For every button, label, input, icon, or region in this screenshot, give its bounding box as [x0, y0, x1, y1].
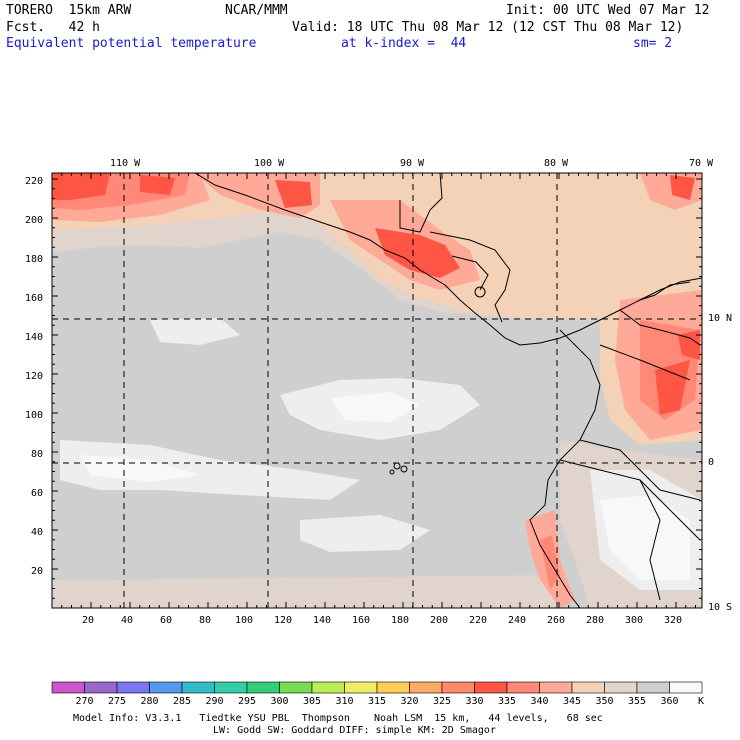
y-label: 100 — [25, 410, 44, 421]
colorbar-swatch — [571, 681, 605, 694]
colorbar-label: 315 — [368, 696, 387, 707]
colorbar-label: 280 — [140, 696, 159, 707]
colorbar-label: 300 — [270, 696, 289, 707]
colorbar — [51, 681, 703, 694]
coastlines — [194, 173, 702, 608]
colorbar-label: 305 — [303, 696, 322, 707]
x-label: 60 — [160, 615, 173, 626]
colorbar-label: 345 — [563, 696, 582, 707]
x-label: 40 — [121, 615, 134, 626]
x-label: 160 — [352, 615, 371, 626]
colorbar-swatch — [344, 681, 378, 694]
colorbar-label: 360 — [660, 696, 679, 707]
lon-label-70w: 70 W — [689, 158, 714, 169]
y-label: 160 — [25, 293, 44, 304]
colorbar-label: 275 — [108, 696, 127, 707]
colorbar-swatch — [116, 681, 150, 694]
colorbar-label: 310 — [335, 696, 354, 707]
map-frame — [51, 172, 703, 609]
colorbar-label: 290 — [205, 696, 224, 707]
colorbar-swatch — [214, 681, 248, 694]
lat-label-10n: 10 N — [708, 313, 733, 324]
colorbar-swatch — [539, 681, 573, 694]
colorbar-label: 285 — [173, 696, 192, 707]
y-label: 180 — [25, 254, 44, 265]
lon-label-90w: 90 W — [400, 158, 425, 169]
y-label: 20 — [31, 566, 44, 577]
x-label: 20 — [82, 615, 95, 626]
x-label: 320 — [664, 615, 683, 626]
colorbar-swatch — [84, 681, 118, 694]
colorbar-swatch — [376, 681, 410, 694]
model-info-line2: LW: Godd SW: Goddard DIFF: simple KM: 2D… — [213, 725, 496, 736]
y-label: 60 — [31, 488, 44, 499]
x-label: 300 — [625, 615, 644, 626]
colorbar-label: 355 — [628, 696, 647, 707]
x-label: 100 — [235, 615, 254, 626]
x-label: 140 — [313, 615, 332, 626]
colorbar-label: 320 — [400, 696, 419, 707]
x-label: 200 — [430, 615, 449, 626]
forecast-hour: Fcst. 42 h — [6, 20, 100, 35]
model-info-line1: Model Info: V3.3.1 Tiedtke YSU PBL Thomp… — [73, 713, 603, 724]
y-label: 120 — [25, 371, 44, 382]
lon-label-80w: 80 W — [544, 158, 569, 169]
lon-label-110w: 110 W — [110, 158, 141, 169]
lat-label-0: 0 — [708, 457, 715, 468]
lon-label-100w: 100 W — [254, 158, 285, 169]
org-label: NCAR/MMM — [225, 3, 288, 18]
colorbar-swatch — [636, 681, 670, 694]
colorbar-swatch — [279, 681, 313, 694]
colorbar-label: 335 — [498, 696, 517, 707]
x-label: 180 — [391, 615, 410, 626]
y-label: 220 — [25, 176, 44, 187]
colorbar-label: 325 — [433, 696, 452, 707]
x-label: 240 — [508, 615, 527, 626]
theta-e-field — [52, 173, 702, 608]
colorbar-label: 295 — [238, 696, 257, 707]
colorbar-label: 330 — [465, 696, 484, 707]
smoothing-label: sm= 2 — [633, 36, 673, 51]
colorbar-swatch — [409, 681, 443, 694]
colorbar-swatch — [181, 681, 215, 694]
model-title: TORERO 15km ARW — [6, 3, 132, 18]
y-label: 200 — [25, 215, 44, 226]
axis-ticks — [52, 173, 702, 608]
x-label: 120 — [274, 615, 293, 626]
init-time: Init: 00 UTC Wed 07 Mar 12 — [506, 3, 710, 18]
valid-time: Valid: 18 UTC Thu 08 Mar 12 (12 CST Thu … — [292, 20, 684, 35]
x-label: 280 — [586, 615, 605, 626]
y-label: 80 — [31, 449, 44, 460]
x-label: 220 — [469, 615, 488, 626]
field-name: Equivalent potential temperature — [6, 36, 257, 51]
colorbar-swatch — [311, 681, 345, 694]
colorbar-swatch — [474, 681, 508, 694]
colorbar-swatch — [246, 681, 280, 694]
x-label: 80 — [199, 615, 212, 626]
colorbar-swatch — [669, 681, 703, 694]
colorbar-label: 270 — [75, 696, 94, 707]
colorbar-swatch — [149, 681, 183, 694]
colorbar-swatch — [441, 681, 475, 694]
level-label: at k-index = 44 — [341, 36, 467, 51]
y-label: 140 — [25, 332, 44, 343]
colorbar-swatch — [604, 681, 638, 694]
colorbar-label: 350 — [595, 696, 614, 707]
x-label: 260 — [547, 615, 566, 626]
colorbar-swatch — [51, 681, 85, 694]
colorbar-unit: K — [698, 696, 705, 707]
colorbar-swatch — [506, 681, 540, 694]
colorbar-label: 340 — [530, 696, 549, 707]
graticule — [52, 173, 702, 608]
y-label: 40 — [31, 527, 44, 538]
lat-label-10s: 10 S — [708, 602, 733, 613]
